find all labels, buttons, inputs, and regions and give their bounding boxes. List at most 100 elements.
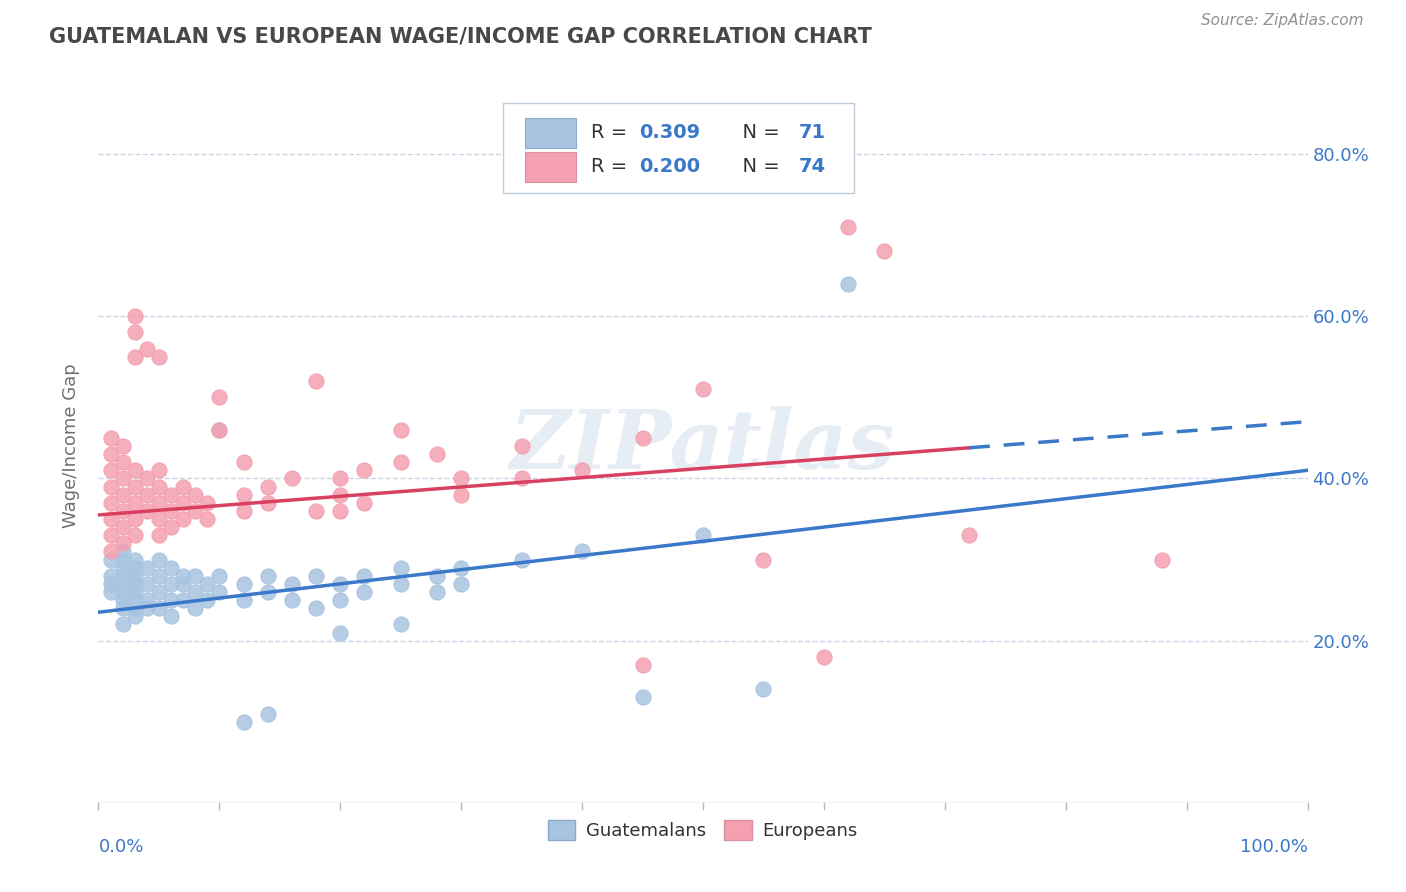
Point [195,512,218,526]
Point [100,479,122,493]
FancyBboxPatch shape [526,118,576,148]
Point [329,577,352,591]
Point [184,585,207,599]
Point [148,350,170,364]
Point [160,488,183,502]
Point [450,471,472,485]
Text: N =: N = [730,158,786,177]
Point [111,593,134,607]
Point [111,536,134,550]
Point [353,496,375,510]
Point [329,488,352,502]
Point [510,552,533,566]
Point [124,568,146,582]
Text: 0.309: 0.309 [638,123,700,142]
Point [305,504,328,518]
Point [692,382,714,396]
Point [232,714,254,729]
Point [837,220,859,235]
FancyBboxPatch shape [503,103,855,193]
Point [510,439,533,453]
Point [148,463,170,477]
Point [232,593,254,607]
Point [148,496,170,510]
Point [172,577,194,591]
Point [135,471,157,485]
Text: 74: 74 [799,158,825,177]
Point [389,423,412,437]
Point [232,577,254,591]
Point [111,568,134,582]
Point [124,326,146,340]
Point [111,585,134,599]
Text: 100.0%: 100.0% [1240,838,1308,856]
Point [111,455,134,469]
Point [111,439,134,453]
Point [148,568,170,582]
Point [305,601,328,615]
Point [100,512,122,526]
Point [752,552,775,566]
Point [256,479,278,493]
Point [426,447,449,461]
Point [957,528,980,542]
Point [148,512,170,526]
Point [631,431,654,445]
Point [111,552,134,566]
Point [184,488,207,502]
Point [124,350,146,364]
Point [100,447,122,461]
Point [135,593,157,607]
FancyBboxPatch shape [526,152,576,182]
Text: 0.0%: 0.0% [98,838,143,856]
Point [256,496,278,510]
Point [305,568,328,582]
Legend: Guatemalans, Europeans: Guatemalans, Europeans [541,813,865,847]
Point [148,479,170,493]
Point [124,528,146,542]
Text: ZIPatlas: ZIPatlas [510,406,896,486]
Point [100,552,122,566]
Point [389,577,412,591]
Text: R =: R = [591,123,633,142]
Point [329,593,352,607]
Point [281,593,304,607]
Point [184,504,207,518]
Point [135,488,157,502]
Point [160,609,183,624]
Point [353,568,375,582]
Text: Source: ZipAtlas.com: Source: ZipAtlas.com [1201,13,1364,29]
Point [124,593,146,607]
Point [184,568,207,582]
Point [837,277,859,291]
Point [100,431,122,445]
Point [510,471,533,485]
Point [184,601,207,615]
Point [160,560,183,574]
Point [111,544,134,558]
Point [1152,552,1174,566]
Point [135,577,157,591]
Point [111,560,134,574]
Point [305,374,328,388]
Point [631,690,654,705]
Text: 0.200: 0.200 [638,158,700,177]
Point [232,504,254,518]
Point [172,593,194,607]
Point [100,496,122,510]
Point [353,463,375,477]
Point [329,471,352,485]
Point [752,682,775,697]
Point [111,520,134,534]
Point [160,577,183,591]
Point [329,504,352,518]
Point [111,577,134,591]
Point [256,706,278,721]
Point [873,244,896,259]
Point [135,560,157,574]
Point [160,593,183,607]
Point [208,390,231,404]
Point [135,504,157,518]
Point [135,342,157,356]
Y-axis label: Wage/Income Gap: Wage/Income Gap [62,364,80,528]
